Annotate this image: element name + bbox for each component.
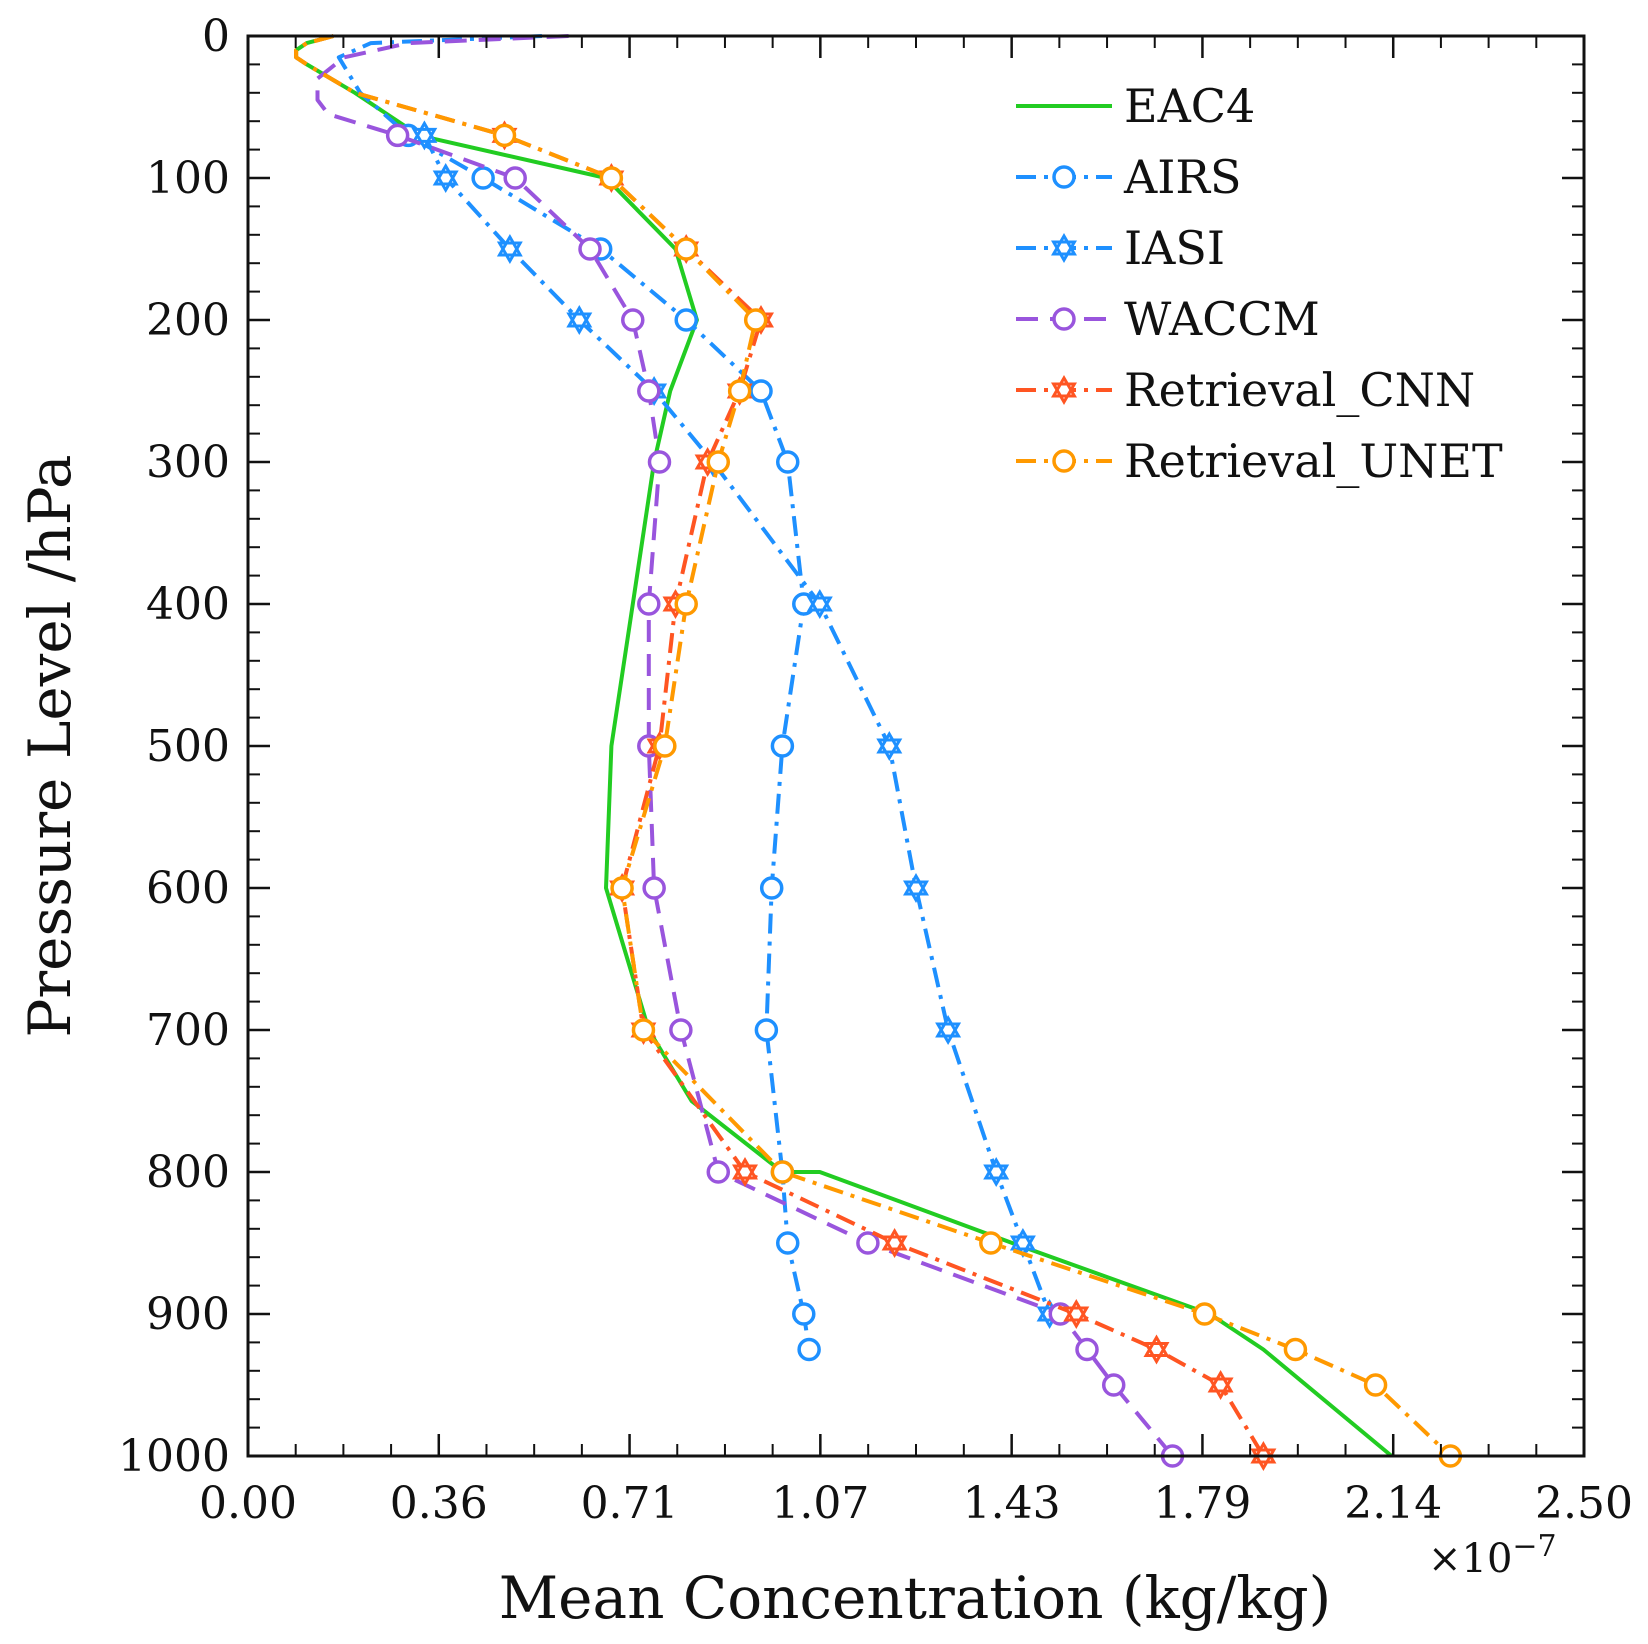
y-tick-label: 100 (146, 153, 230, 204)
data-point (983, 1157, 1010, 1187)
legend: EAC4 AIRS IASI WACCM Retrieval_CNN Retrieval_… (1016, 79, 1503, 488)
x-tick-label: 2.50 (1535, 1478, 1633, 1529)
legend-marker (1052, 165, 1076, 189)
x-scale-base: ×10 (1428, 1536, 1512, 1582)
x-scale-exponent: −7 (1512, 1529, 1556, 1564)
legend-marker (1052, 449, 1076, 473)
legend-label: AIRS (1123, 150, 1242, 204)
data-point (385, 123, 410, 148)
data-point (903, 873, 929, 903)
data-point (674, 592, 698, 616)
y-tick-label: 600 (146, 863, 230, 914)
data-point (775, 1231, 800, 1255)
data-point (642, 876, 666, 900)
legend-label: Retrieval_CNN (1124, 363, 1475, 417)
y-tick-label: 800 (146, 1147, 230, 1198)
series-line (294, 34, 1452, 1458)
data-point (1192, 1302, 1217, 1326)
data-point (492, 123, 517, 148)
data-point (566, 305, 593, 335)
x-tick-label: 0.00 (199, 1478, 297, 1529)
data-point (432, 163, 459, 193)
series-line (315, 34, 1175, 1458)
data-point (1143, 1334, 1170, 1365)
data-point (732, 1157, 758, 1187)
data-point (1101, 1373, 1126, 1397)
legend-label: IASI (1124, 221, 1225, 275)
series-eac4 (294, 34, 1393, 1458)
y-tick-label: 700 (146, 1005, 230, 1056)
legend-label: WACCM (1124, 292, 1320, 346)
data-point (653, 734, 677, 758)
data-point (749, 379, 773, 403)
legend-label: Retrieval_UNET (1124, 434, 1503, 488)
data-point (496, 233, 523, 265)
data-point (1207, 1370, 1234, 1400)
data-point (706, 450, 731, 474)
data-point (775, 450, 800, 474)
data-point (743, 308, 768, 332)
data-point (876, 731, 903, 761)
data-point (797, 1337, 821, 1362)
data-point (1063, 1299, 1090, 1329)
legend-marker (1052, 307, 1076, 331)
data-point (754, 1018, 779, 1042)
legend-marker (1051, 375, 1077, 405)
data-point (621, 308, 645, 332)
data-point (471, 166, 495, 190)
legend-marker (1051, 233, 1077, 263)
data-point (759, 876, 784, 900)
data-point (1075, 1337, 1099, 1362)
y-axis-label: Pressure Level /hPa (16, 454, 84, 1037)
data-point (1363, 1373, 1388, 1397)
data-point (770, 1160, 795, 1184)
data-point (727, 379, 752, 403)
data-point (631, 1018, 656, 1042)
data-point (806, 589, 833, 619)
y-tick-label: 500 (146, 721, 230, 772)
plot-frame (246, 34, 1586, 1458)
series-line (294, 34, 1393, 1458)
data-point (578, 237, 602, 261)
labels-layer: 0.00 0.36 0.71 1.07 1.43 1.79 2.14 2.50 0 100 200 3… (118, 11, 1633, 1529)
data-point (1009, 1228, 1036, 1258)
x-tick-label: 1.79 (1153, 1478, 1251, 1529)
data-point (706, 1160, 731, 1184)
data-point (881, 1228, 908, 1258)
y-tick-label: 900 (146, 1289, 230, 1340)
data-point (610, 876, 634, 900)
data-point (637, 592, 661, 616)
data-point (674, 237, 698, 261)
data-point (599, 166, 624, 190)
x-axis-scale-factor: ×10−7 (1428, 1529, 1557, 1582)
y-tick-label: 200 (146, 295, 230, 346)
data-point (770, 734, 795, 758)
data-point (1283, 1337, 1308, 1362)
data-point (856, 1231, 880, 1255)
x-tick-label: 0.36 (390, 1478, 488, 1529)
data-point (647, 450, 672, 474)
legend-label: EAC4 (1124, 79, 1255, 133)
data-point (637, 379, 661, 403)
data-point (935, 1015, 962, 1045)
y-tick-label: 0 (202, 11, 230, 62)
data-point (669, 1018, 693, 1042)
x-tick-label: 1.43 (963, 1478, 1061, 1529)
series-layer (294, 34, 1463, 1471)
y-tick-label: 300 (146, 437, 230, 488)
data-point (792, 1302, 816, 1326)
y-tick-label: 400 (146, 579, 230, 630)
data-point (503, 166, 527, 190)
x-tick-label: 2.14 (1344, 1478, 1442, 1529)
y-tick-label: 1000 (118, 1431, 230, 1482)
x-tick-label: 0.71 (581, 1478, 679, 1529)
x-axis-label: Mean Concentration (kg/kg) (499, 1564, 1331, 1632)
series-line (336, 34, 812, 1350)
data-point (674, 308, 698, 332)
data-point (979, 1231, 1003, 1255)
x-tick-label: 1.07 (771, 1478, 869, 1529)
